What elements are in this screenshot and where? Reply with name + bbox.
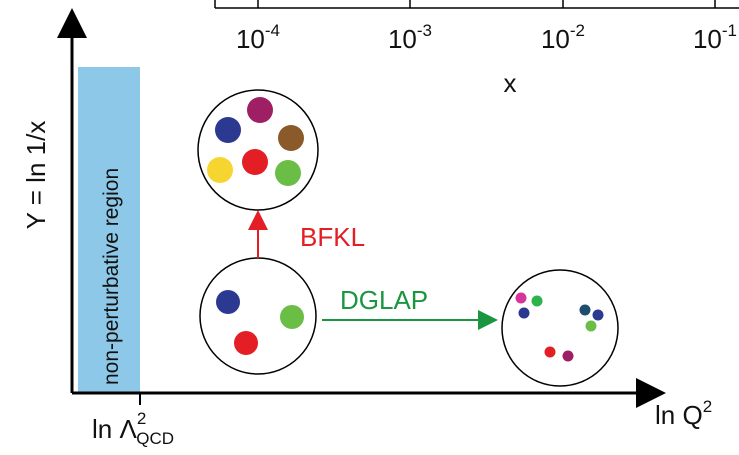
dglap-label: DGLAP xyxy=(340,285,428,315)
y-axis-label: Y = ln 1/x xyxy=(21,121,51,230)
text-part: 2 xyxy=(137,409,146,428)
text-part: -4 xyxy=(265,21,280,40)
diagram: 10-4 10-3 10-2 10-1 x non-perturbative r… xyxy=(0,0,739,455)
text-part: ln Q xyxy=(655,400,703,430)
text-part: 10 xyxy=(388,24,417,54)
text-part: 2 xyxy=(703,397,712,416)
text-part: -2 xyxy=(570,21,585,40)
text-part: 10 xyxy=(693,24,722,54)
bfkl-label: BFKL xyxy=(300,222,365,252)
parton-blob xyxy=(200,258,316,374)
x-axis-label: ln Q2 xyxy=(655,397,712,430)
text-part: 10 xyxy=(236,24,265,54)
parton-blob xyxy=(502,270,618,386)
tick-label: 10-1 xyxy=(693,21,737,54)
text-part: -1 xyxy=(722,21,737,40)
text-part: ln Λ xyxy=(92,414,137,444)
tick-label: 10-3 xyxy=(388,21,432,54)
text-part: QCD xyxy=(136,429,174,448)
axis-label: x xyxy=(504,68,517,98)
region-label: non-perturbative region xyxy=(100,168,123,385)
top-axis xyxy=(215,0,739,8)
parton-blob xyxy=(198,90,318,210)
text-part: -3 xyxy=(417,21,432,40)
tick-label: 10-4 xyxy=(236,21,280,54)
text-part: 10 xyxy=(541,24,570,54)
tick-label: 10-2 xyxy=(541,21,585,54)
